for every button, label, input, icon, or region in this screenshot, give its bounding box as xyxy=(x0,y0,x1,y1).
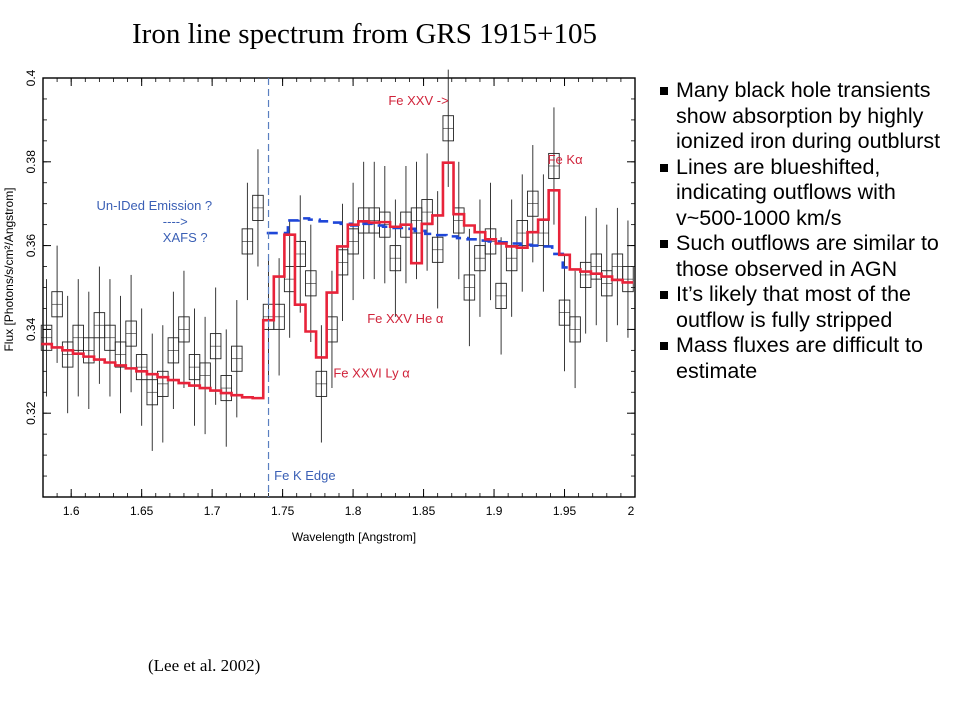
chart-annotation: Un-IDed Emission ? xyxy=(97,198,213,213)
bullet-item: It’s likely that most of the outflow is … xyxy=(660,282,950,333)
x-tick-label: 1.6 xyxy=(63,504,80,518)
plot-frame xyxy=(42,77,636,498)
y-tick-label: 0.34 xyxy=(24,317,38,341)
x-tick-label: 1.9 xyxy=(486,504,503,518)
chart-annotation: Fe Kα xyxy=(548,152,583,167)
absorption-model-line xyxy=(41,161,634,400)
chart-axes: 1.6 1.65 1.7 1.75 1.8 1.85 1.9 1.95 2 0.32 0.34 0.3… xyxy=(2,69,636,544)
bullet-text: Lines are blueshifted, indicating outflo… xyxy=(676,154,896,230)
y-tick-label: 0.32 xyxy=(24,401,38,425)
x-tick-label: 2 xyxy=(628,504,635,518)
square-bullet-icon xyxy=(660,342,668,350)
chart-annotation: Fe XXV He α xyxy=(367,311,444,326)
bullet-text: Such outflows are similar to those obser… xyxy=(676,231,939,281)
x-tick-label: 1.65 xyxy=(130,504,154,518)
bullet-item: Lines are blueshifted, indicating outflo… xyxy=(660,155,950,232)
spectrum-chart: 1.6 1.65 1.7 1.75 1.8 1.85 1.9 1.95 2 0.32 0.34 0.3… xyxy=(2,69,636,544)
x-axis-label: Wavelength [Angstrom] xyxy=(292,530,416,544)
x-tick-label: 1.7 xyxy=(204,504,221,518)
chart-annotation: Fe XXVI Ly α xyxy=(333,366,410,381)
square-bullet-icon xyxy=(660,291,668,299)
chart-annotation: ----> xyxy=(163,214,188,229)
chart-annotations: Fe XXV -> Fe Kα Un-IDed Emission ?---->XAF… xyxy=(97,93,584,483)
chart-annotation: XAFS ? xyxy=(163,230,208,245)
square-bullet-icon xyxy=(660,240,668,248)
model-series-line xyxy=(41,161,634,400)
square-bullet-icon xyxy=(660,87,668,95)
slide-title: Iron line spectrum from GRS 1915+105 xyxy=(132,18,597,50)
bullet-item: Mass fluxes are difficult to estimate xyxy=(660,333,950,384)
x-tick-label: 1.95 xyxy=(553,504,577,518)
x-tick-label: 1.85 xyxy=(412,504,436,518)
bullet-text: Many black hole transients show absorpti… xyxy=(676,78,941,153)
y-tick-label: 0.36 xyxy=(24,234,38,258)
chart-annotation: Fe XXV -> xyxy=(388,93,448,108)
continuum-series-line xyxy=(266,217,574,269)
citation: (Lee et al. 2002) xyxy=(148,656,261,675)
chart-annotation: Fe K Edge xyxy=(274,468,335,483)
x-tick-label: 1.75 xyxy=(271,504,295,518)
y-axis-label: Flux [Photons/s/cm²/Angstrom] xyxy=(2,187,16,351)
bullet-item: Such outflows are similar to those obser… xyxy=(660,231,950,282)
y-tick-label: 0.38 xyxy=(24,150,38,174)
square-bullet-icon xyxy=(660,163,668,172)
bullet-list: Many black hole transients show absorpti… xyxy=(660,78,950,384)
continuum-model-line xyxy=(266,217,574,269)
bullet-text: It’s likely that most of the outflow is … xyxy=(676,282,912,332)
y-tick-label: 0.4 xyxy=(24,69,38,86)
x-tick-label: 1.8 xyxy=(345,504,362,518)
bullet-text: Mass fluxes are difficult to estimate xyxy=(676,333,923,383)
bullet-item: Many black hole transients show absorpti… xyxy=(660,78,950,155)
